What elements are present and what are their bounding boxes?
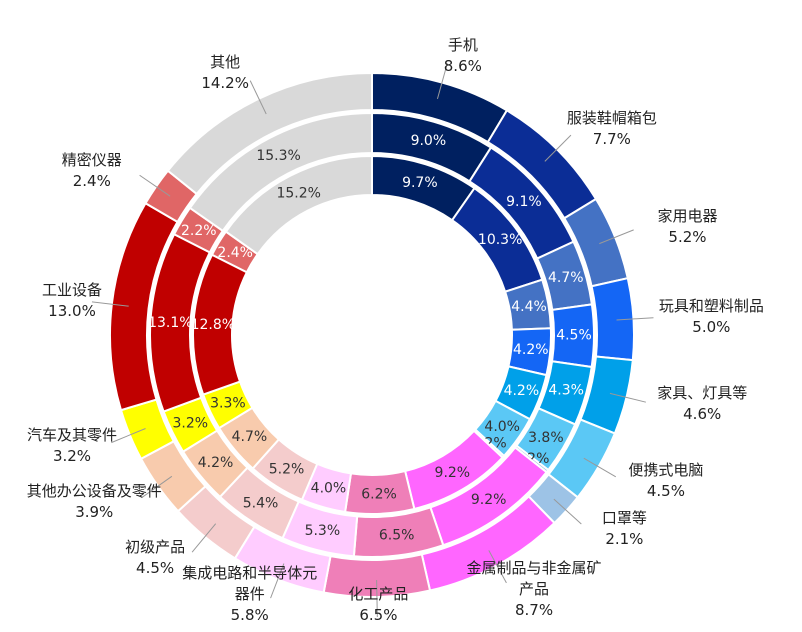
segment-value-label: 3.2% (173, 415, 209, 431)
category-name: 汽车及其零件 (26, 425, 117, 444)
leader-line (91, 301, 129, 307)
leader-line (436, 63, 448, 100)
category-name: 化工产品 (348, 585, 409, 603)
outer-value-label: 13.0% (48, 301, 96, 320)
leader-line (599, 229, 634, 245)
category-name: 初级产品 (125, 538, 186, 557)
category-label: 集成电路和半导体元器件 5.8% (180, 563, 320, 626)
category-name: 金属制品与非金属矿产品 (466, 559, 602, 599)
category-label: 其他 14.2% (155, 52, 295, 94)
outer-value-label: 14.2% (201, 74, 249, 93)
category-label: 口罩等 2.1% (554, 508, 694, 550)
outer-value-label: 2.1% (605, 530, 644, 549)
segment-value-label: 3.8% (528, 430, 564, 446)
leader-line (583, 457, 617, 478)
segment-value-label: 4.0% (484, 419, 520, 435)
outer-value-label: 5.8% (230, 606, 269, 624)
leader-line (488, 550, 507, 584)
category-label: 其他办公设备及零件 3.9% (24, 481, 164, 523)
segment-value-label: 6.2% (361, 486, 397, 502)
category-name: 家用电器 (657, 206, 718, 225)
segment-value-label: 4.0% (311, 480, 347, 496)
outer-value-label: 4.5% (646, 481, 685, 500)
category-name: 其他 (210, 53, 241, 72)
category-name: 工业设备 (41, 280, 102, 299)
segment-value-label: 10.3% (478, 232, 522, 248)
outer-value-label: 8.6% (443, 56, 482, 75)
outer-value-label: 8.7% (515, 601, 554, 620)
segment-value-label: 5.4% (243, 495, 279, 511)
segment-value-label: 9.7% (402, 175, 438, 191)
category-label: 精密仪器 2.4% (22, 150, 162, 192)
segment-value-label: 4.7% (548, 270, 584, 286)
category-label: 玩具和塑料制品 5.0% (641, 296, 781, 338)
segment-value-label: 9.2% (471, 492, 507, 508)
segment-value-label: 4.3% (548, 383, 584, 399)
leader-line (141, 475, 173, 499)
leader-line (111, 428, 146, 444)
segment-value-label: 5.2% (269, 462, 305, 478)
segment-value-label: 4.2% (504, 383, 540, 399)
leader-line (139, 174, 171, 197)
outer-value-label: 6.5% (359, 606, 398, 624)
category-label: 初级产品 4.5% (85, 537, 225, 579)
category-label: 工业设备 13.0% (2, 280, 142, 322)
category-label: 便携式电脑 4.5% (596, 460, 736, 502)
segment-value-label: 2.2% (181, 223, 217, 239)
category-name: 服装鞋帽箱包 (566, 109, 657, 128)
segment-value-label: 4.7% (232, 429, 268, 445)
leader-line (191, 523, 217, 553)
category-label: 家具、灯具等 4.6% (632, 383, 772, 425)
leader-line (553, 498, 582, 525)
segment-value-label: 4.4% (511, 299, 547, 315)
category-label: 手机 8.6% (393, 35, 533, 77)
outer-value-label: 4.6% (683, 405, 722, 424)
segment-value-label: 9.0% (411, 133, 447, 149)
segment-value-label: 4.5% (556, 328, 592, 344)
category-name: 其他办公设备及零件 (26, 482, 162, 501)
category-name: 精密仪器 (61, 150, 122, 169)
segment-value-label: 15.2% (276, 185, 320, 201)
leader-line (249, 80, 267, 115)
outer-value-label: 5.0% (692, 318, 731, 337)
outer-value-label: 7.7% (592, 130, 631, 149)
donut-segment (188, 111, 373, 233)
segment-value-label: 2.4% (217, 245, 253, 261)
segment-value-label: 6.5% (379, 527, 415, 543)
category-name: 集成电路和半导体元器件 (182, 564, 318, 603)
segment-value-label: 9.2% (435, 465, 471, 481)
outer-value-label: 2.4% (72, 171, 111, 190)
donut-segment (224, 154, 373, 256)
segment-value-label: 3.3% (210, 395, 246, 411)
segment-value-label: 12.8% (191, 317, 235, 333)
leader-line (544, 134, 572, 162)
category-label: 化工产品 6.5% (308, 584, 448, 626)
donut-segment (166, 71, 373, 196)
leader-line (270, 563, 285, 599)
category-label: 家用电器 5.2% (617, 206, 757, 248)
category-name: 玩具和塑料制品 (658, 297, 764, 316)
category-label: 金属制品与非金属矿产品 8.7% (464, 558, 604, 621)
leader-line (609, 392, 646, 403)
segment-value-label: 15.3% (256, 148, 300, 164)
outer-value-label: 4.5% (136, 559, 175, 578)
category-label: 服装鞋帽箱包 7.7% (542, 108, 682, 150)
category-name: 口罩等 (601, 509, 647, 528)
segment-value-label: 5.3% (305, 523, 341, 539)
segment-value-label: 9.1% (506, 194, 542, 210)
category-name: 手机 (447, 35, 478, 54)
outer-value-label: 5.2% (668, 227, 707, 246)
leader-line (376, 579, 378, 617)
segment-value-label: 4.2% (198, 455, 234, 471)
category-name: 家具、灯具等 (657, 384, 748, 403)
category-name: 便携式电脑 (628, 460, 704, 479)
leader-line (616, 317, 654, 321)
outer-value-label: 3.9% (75, 503, 114, 522)
category-label: 汽车及其零件 3.2% (2, 425, 142, 467)
segment-value-label: 13.1% (148, 315, 192, 331)
segment-value-label: 4.2% (513, 342, 549, 358)
outer-value-label: 3.2% (52, 446, 92, 465)
